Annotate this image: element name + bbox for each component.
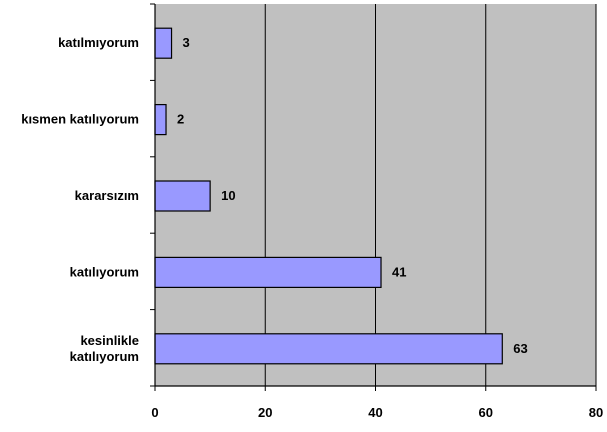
x-tick-label-2: 40 (368, 405, 382, 420)
category-label-1: kısmen katılıyorum (21, 112, 139, 127)
data-label-4: 63 (513, 341, 527, 356)
x-tick-label-3: 60 (479, 405, 493, 420)
x-tick-label-0: 0 (151, 405, 158, 420)
bar-4 (154, 333, 503, 365)
data-label-2: 10 (221, 188, 235, 203)
bar-0 (154, 27, 173, 59)
bar-2 (154, 180, 211, 212)
bar-1 (154, 103, 167, 136)
bar-3 (154, 256, 382, 288)
data-label-0: 3 (183, 35, 190, 50)
category-label-4-line-1: katılıyorum (70, 349, 139, 364)
data-label-3: 41 (392, 264, 406, 279)
category-label-0: katılmıyorum (58, 35, 139, 50)
category-label-2: kararsızım (75, 188, 139, 203)
x-tick-label-1: 20 (258, 405, 272, 420)
x-tick-label-4: 80 (589, 405, 603, 420)
category-label-3: katılıyorum (70, 264, 139, 279)
category-label-4-line-0: kesinlikle (80, 333, 139, 348)
data-label-1: 2 (177, 112, 184, 127)
